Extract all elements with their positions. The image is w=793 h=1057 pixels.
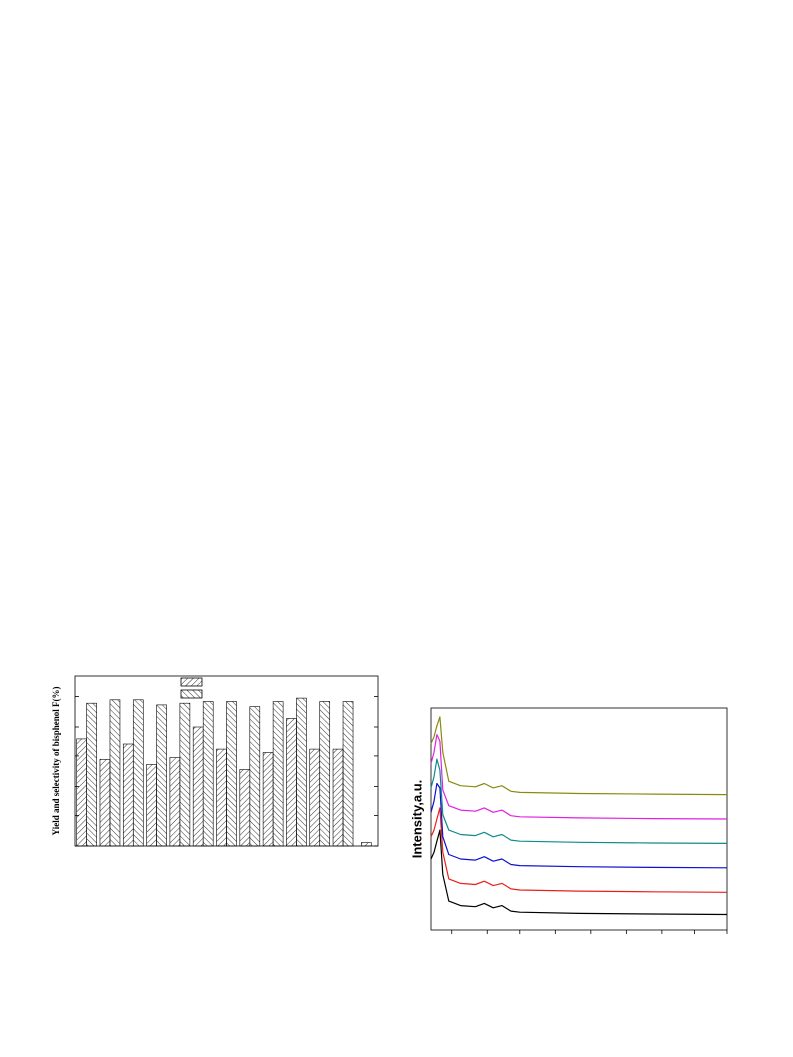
bar — [296, 697, 307, 847]
line — [430, 807, 728, 893]
bar — [99, 758, 111, 847]
y-axis-label: Intensity,a.u. — [409, 780, 424, 859]
line — [430, 782, 728, 869]
y-axis-label: Yield and selectivity of bisphenol F(%) — [51, 687, 61, 836]
line — [430, 716, 728, 796]
bar — [319, 701, 331, 847]
legend-swatch — [180, 677, 203, 687]
bar — [202, 701, 214, 847]
bar — [226, 701, 237, 847]
line — [430, 829, 728, 916]
bar — [109, 699, 121, 847]
bar — [309, 748, 321, 847]
bar — [179, 702, 191, 847]
bar — [76, 738, 87, 847]
bar — [86, 702, 97, 847]
bar — [132, 699, 144, 847]
bar — [216, 748, 227, 847]
bar — [361, 842, 372, 847]
bar — [249, 706, 261, 847]
bar — [239, 769, 251, 847]
bar — [286, 718, 297, 847]
bar — [332, 748, 344, 847]
bar — [262, 752, 274, 847]
bar — [156, 704, 167, 847]
bar — [192, 726, 204, 847]
line — [430, 734, 728, 820]
line — [430, 758, 728, 844]
bar — [342, 701, 354, 847]
bar — [122, 743, 134, 847]
bar — [146, 764, 157, 847]
legend-swatch — [180, 689, 203, 699]
bar — [272, 701, 284, 847]
bar — [169, 757, 181, 847]
